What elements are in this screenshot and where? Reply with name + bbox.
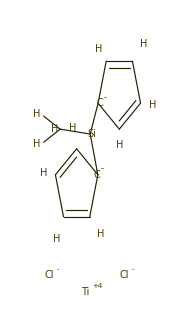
Text: -: - [104,93,107,102]
Text: Ti: Ti [81,287,90,297]
Text: H: H [149,100,156,110]
Text: H: H [51,124,58,133]
Text: C: C [96,98,103,108]
Text: -: - [57,267,59,272]
Text: H: H [53,233,60,244]
Text: H: H [97,229,104,238]
Text: Cl: Cl [120,270,129,280]
Text: -: - [132,267,134,272]
Text: H: H [116,140,123,150]
Text: Cl: Cl [45,270,54,280]
Text: H: H [33,110,40,119]
Text: Si: Si [87,129,96,139]
Text: H: H [95,44,103,54]
Text: H: H [40,168,47,178]
Text: H: H [140,40,147,49]
Text: -: - [101,164,104,173]
Text: H: H [33,139,40,149]
Text: H: H [69,123,77,133]
Text: +4: +4 [93,284,103,289]
Text: C: C [93,170,100,180]
